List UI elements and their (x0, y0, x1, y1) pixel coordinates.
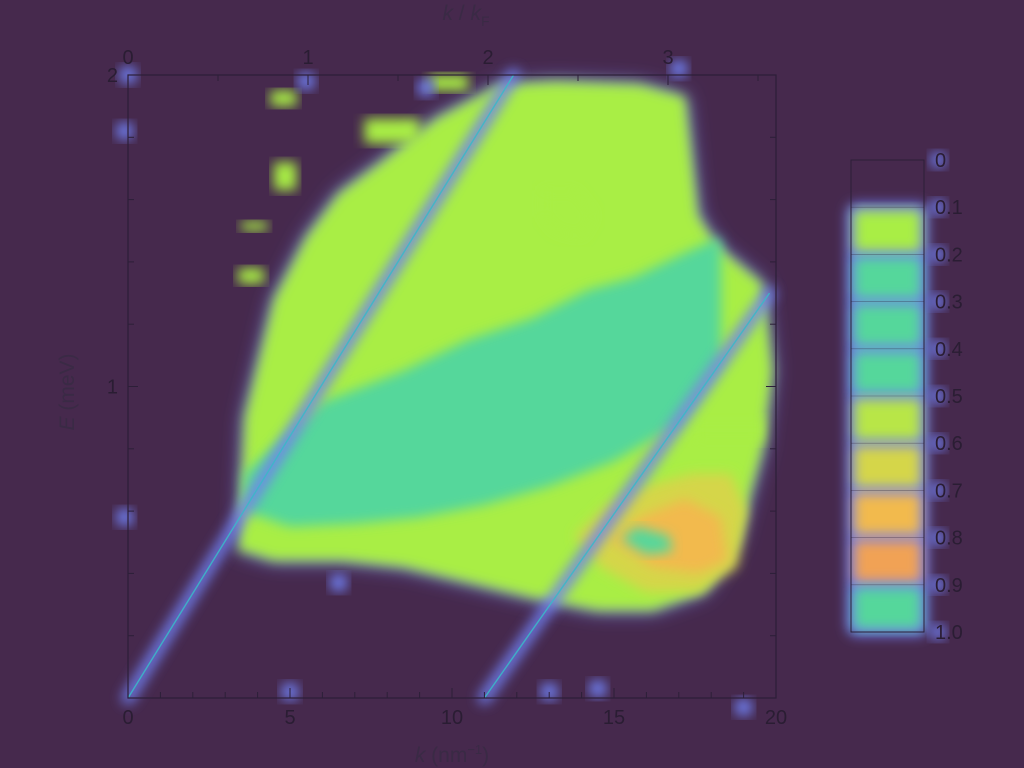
x-tick-label: 5 (284, 707, 295, 729)
y-axis-unit: (meV) (56, 353, 79, 416)
top-tick-label: 3 (662, 47, 673, 69)
colorbar-band (854, 351, 921, 393)
scatter-point (115, 122, 134, 141)
scatter-point (540, 682, 559, 701)
dispersion-curves (121, 68, 776, 705)
x-axis-title: k (nm−1) (415, 742, 489, 767)
x-axis-unit-close: ) (482, 744, 489, 767)
y-axis-ticks: 12 (107, 65, 776, 699)
intensity-region (273, 162, 297, 191)
x-axis-unit-open: (nm (425, 744, 467, 767)
top-tick-label: 1 (302, 47, 313, 69)
dispersion-curve (483, 292, 771, 699)
y-axis-title: E (meV) (56, 353, 79, 430)
colorbar-tick-glow (930, 152, 946, 168)
colorbar-band (854, 257, 921, 299)
x-tick-label: 10 (441, 707, 463, 729)
x-tick-label: 20 (765, 707, 787, 729)
y-tick-label: 1 (107, 377, 118, 399)
colorbar-tick-glow (930, 624, 946, 640)
colorbar-tick-label: 0.9 (935, 575, 963, 597)
intensity-region (620, 526, 673, 555)
colorbar-tick-glow (930, 576, 946, 593)
x-tick-label: 15 (603, 707, 625, 729)
colorbar: 0 0.1 0.2 0.3 0.4 0.5 0.6 0.7 0.8 0.9 1.0 (847, 150, 963, 644)
top-axis-kf-sub: F (481, 13, 490, 29)
scatter-point (734, 698, 753, 717)
colorbar-tick-glow (930, 246, 946, 263)
colorbar-tick-label: 0.7 (935, 480, 963, 502)
x-axis-symbol: k (415, 744, 427, 767)
colorbar-tick-glow (930, 388, 946, 404)
colorbar-tick-label: 0.4 (935, 339, 963, 361)
colorbar-tick-glow (930, 529, 946, 546)
intensity-region (542, 190, 595, 237)
colorbar-tick-glow (930, 340, 946, 357)
x-axis-ticks: 0 5 10 15 20 (122, 688, 787, 729)
colorbar-tick-label: 0.1 (935, 197, 963, 219)
top-axis-k: k (442, 2, 454, 25)
top-axis-title: k / kF (442, 2, 489, 29)
scatter-point (417, 78, 436, 97)
colorbar-band (854, 446, 921, 488)
scatter-point (297, 72, 316, 91)
intensity-region (270, 90, 297, 107)
scatter-point (329, 573, 348, 592)
colorbar-tick-label: 0.5 (935, 386, 963, 408)
x-tick-label: 0 (122, 707, 133, 729)
colorbar-tick-label: 1.0 (935, 622, 963, 644)
intensity-region (429, 75, 469, 91)
colorbar-tick-glow (930, 482, 946, 499)
top-axis-ticks: 0 1 2 3 (122, 47, 759, 85)
intensity-region (695, 417, 763, 443)
colorbar-tick-label: 0.8 (935, 528, 963, 550)
colorbar-band (854, 493, 921, 535)
colorbar-tick-glow (930, 435, 946, 452)
y-tick-label: 2 (107, 65, 118, 87)
colorbar-band (854, 587, 921, 629)
colorbar-tick-label: 0 (935, 150, 946, 172)
top-axis-kf: k (470, 2, 482, 25)
top-axis-sep: / (453, 2, 471, 25)
colorbar-tick-label: 0.6 (935, 433, 963, 455)
colorbar-tick-label: 0.2 (935, 244, 963, 266)
colorbar-band (854, 304, 921, 346)
scatter-point (669, 59, 688, 78)
intensity-region (238, 268, 265, 284)
intensity-map (238, 75, 773, 611)
colorbar-band (854, 540, 921, 582)
x-axis-unit-sup: −1 (467, 742, 482, 757)
scatter-points (115, 59, 753, 717)
colorbar-tick-glow (930, 199, 946, 216)
scatter-point (588, 679, 607, 698)
colorbar-band (854, 210, 921, 252)
scatter-point (115, 508, 134, 527)
intensity-region (364, 118, 420, 144)
y-axis-symbol: E (56, 416, 79, 431)
intensity-region (244, 237, 721, 527)
colorbar-band (854, 399, 921, 441)
dispersion-curve (127, 74, 515, 699)
colorbar-tick-glow (930, 293, 946, 310)
top-tick-label: 0 (122, 47, 133, 69)
colorbar-tick-label: 0.3 (935, 292, 963, 314)
top-tick-label: 2 (482, 47, 493, 69)
intensity-region (241, 221, 268, 231)
